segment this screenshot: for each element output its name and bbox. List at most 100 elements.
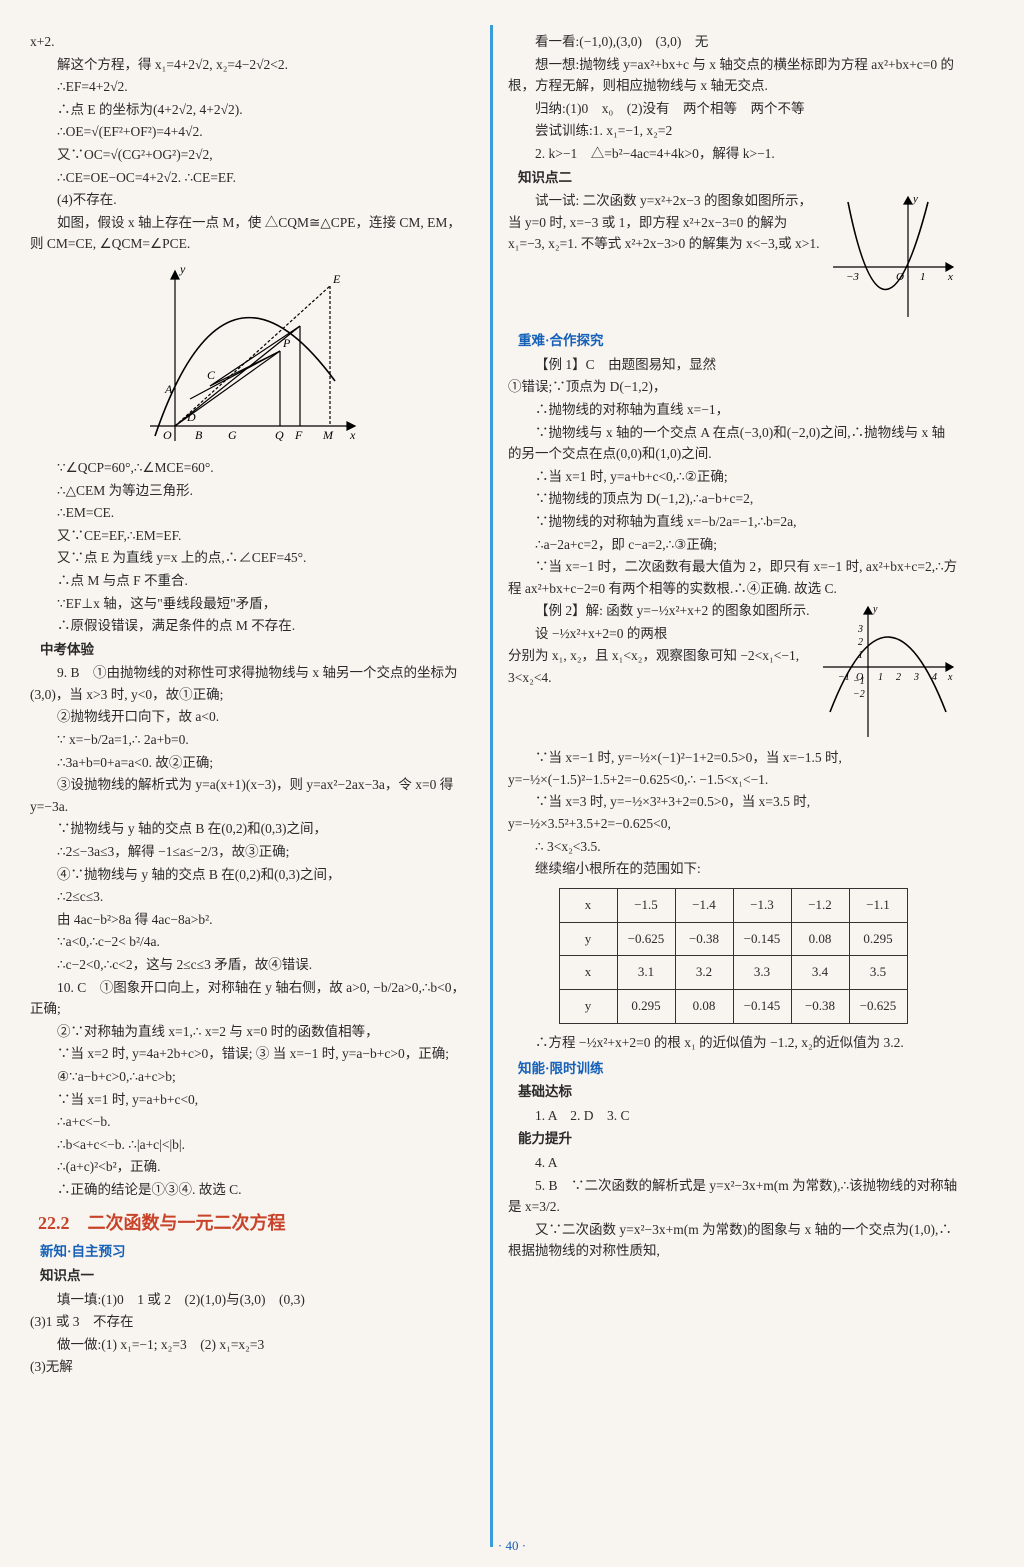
cell: −1.1 [849,888,907,922]
text: ∴c−2<0,∴c<2，这与 2≤c≤3 矛盾，故④错误. [30,954,470,976]
svg-text:−1: −1 [838,672,850,683]
text: ∴2≤c≤3. [30,886,470,908]
text: 尝试训练:1. x₁=−1, x₂=2 [508,120,958,142]
text: 想一想:抛物线 y=ax²+bx+c 与 x 轴交点的横坐标即为方程 ax²+b… [508,54,958,97]
svg-text:x: x [349,428,356,442]
svg-text:D: D [186,410,196,424]
text: (3)无解 [30,1356,470,1378]
cell: x [559,888,617,922]
cell: 0.08 [675,990,733,1024]
cell: 0.08 [791,922,849,956]
svg-text:y: y [872,604,878,615]
heading-blue: 重难·合作探究 [518,330,958,352]
text: ∴点 M 与点 F 不重合. [30,570,470,592]
svg-text:x: x [947,271,953,283]
cell: 0.295 [617,990,675,1024]
text: ∵当 x=−1 时，二次函数有最大值为 2，即只有 x=−1 时, ax²+bx… [508,556,958,599]
text: 如图，假设 x 轴上存在一点 M，使 △CQM≅△CPE，连接 CM, EM，则… [30,212,470,255]
svg-text:P: P [282,336,291,350]
svg-text:B: B [195,428,203,442]
text: ∵∠QCP=60°,∴∠MCE=60°. [30,457,470,479]
text: 填一填:(1)0 1 或 2 (2)(1,0)与(3,0) (0,3) [30,1289,470,1311]
svg-text:Q: Q [275,428,284,442]
cell: y [559,922,617,956]
cell: −0.145 [733,922,791,956]
text: ∵a<0,∴c−2< b²/4a. [30,931,470,953]
text: 看一看:(−1,0),(3,0) (3,0) 无 [508,31,958,53]
text: 4. A [508,1152,958,1174]
svg-text:−2: −2 [853,689,865,700]
text: ∴EM=CE. [30,502,470,524]
text: ∵当 x=−1 时, y=−½×(−1)²−1+2=0.5>0，当 x=−1.5… [508,747,958,790]
text: 又∵OC=√(CG²+OG²)=2√2, [30,144,470,166]
svg-text:3: 3 [857,624,863,635]
svg-text:1: 1 [920,271,926,283]
cell: x [559,956,617,990]
text: 由 4ac−b²>8a 得 4ac−8a>b². [30,909,470,931]
text: ∵抛物线与 y 轴的交点 B 在(0,2)和(0,3)之间， [30,818,470,840]
cell: 0.295 [849,922,907,956]
cell: 3.3 [733,956,791,990]
text: ∵当 x=3 时, y=−½×3²+3+2=0.5>0，当 x=3.5 时, y… [508,791,958,834]
text: 1. A 2. D 3. C [508,1105,958,1127]
text: ∴方程 −½x²+x+2=0 的根 x₁ 的近似值为 −1.2, x₂的近似值为… [508,1032,958,1054]
heading: 基础达标 [518,1081,958,1103]
svg-text:O: O [896,271,904,283]
svg-text:x: x [947,672,953,683]
cell: 3.1 [617,956,675,990]
svg-text:A: A [164,382,173,396]
text: x+2. [30,31,470,53]
cell: 3.2 [675,956,733,990]
text: 归纳:(1)0 x₀ (2)没有 两个相等 两个不等 [508,98,958,120]
figure-parabola-small-1: yx −3O1 [828,192,958,322]
text: 2. k>−1 △=b²−4ac=4+4k>0，解得 k>−1. [508,143,958,165]
svg-text:−1: −1 [853,676,865,687]
text: ∴3a+b=0+a=a<0. 故②正确; [30,752,470,774]
text: ∵抛物线与 x 轴的一个交点 A 在点(−3,0)和(−2,0)之间,∴抛物线与… [508,422,958,465]
text: ∵EF⊥x 轴，这与"垂线段最短"矛盾， [30,593,470,615]
text: 【例 1】C 由题图易知，显然 [508,354,958,376]
svg-text:1: 1 [858,650,863,661]
svg-text:y: y [179,262,186,276]
text: ∴EF=4+2√2. [30,76,470,98]
cell: −1.4 [675,888,733,922]
cell: −0.145 [733,990,791,1024]
text: 做一做:(1) x₁=−1; x₂=3 (2) x₁=x₂=3 [30,1334,470,1356]
cell: −1.3 [733,888,791,922]
text: ∴ 3<x₂<3.5. [508,836,958,858]
svg-text:3: 3 [913,672,919,683]
cell: −0.625 [617,922,675,956]
text: ∴△CEM 为等边三角形. [30,480,470,502]
svg-text:M: M [322,428,334,442]
text: ④∵a−b+c>0,∴a+c>b; [30,1066,470,1088]
text: 5. B ∵二次函数的解析式是 y=x²−3x+m(m 为常数),∴该抛物线的对… [508,1175,958,1218]
svg-text:C: C [207,368,216,382]
heading: 知识点一 [40,1265,470,1287]
text: ∴(a+c)²<b²，正确. [30,1156,470,1178]
text: (4)不存在. [30,189,470,211]
text: ∴OE=√(EF²+OF²)=4+4√2. [30,121,470,143]
text: ∵当 x=2 时, y=4a+2b+c>0，错误; ③ 当 x=−1 时, y=… [30,1043,470,1065]
cell: y [559,990,617,1024]
svg-text:y: y [912,193,918,205]
cell: −0.38 [675,922,733,956]
text: ∴a−2a+c=2，即 c−a=2,∴③正确; [508,534,958,556]
page-number: · 40 · [498,1536,526,1557]
right-column: 看一看:(−1,0),(3,0) (3,0) 无 想一想:抛物线 y=ax²+b… [493,0,983,1567]
data-table: x −1.5 −1.4 −1.3 −1.2 −1.1 y −0.625 −0.3… [559,888,908,1024]
text: ③设抛物线的解析式为 y=a(x+1)(x−3)，则 y=ax²−2ax−3a，… [30,774,470,817]
text: ∴CE=OE−OC=4+2√2. ∴CE=EF. [30,167,470,189]
cell: −0.625 [849,990,907,1024]
text: 解这个方程，得 x₁=4+2√2, x₂=4−2√2<2. [30,54,470,76]
text: ∵ x=−b/2a=1,∴ 2a+b=0. [30,729,470,751]
text: 10. C ①图象开口向上，对称轴在 y 轴右侧，故 a>0, −b/2a>0,… [30,977,470,1020]
svg-text:F: F [294,428,303,442]
text: 又∵点 E 为直线 y=x 上的点,∴∠CEF=45°. [30,547,470,569]
text: ②抛物线开口向下，故 a<0. [30,706,470,728]
text: 继续缩小根所在的范围如下: [508,858,958,880]
text: ∴抛物线的对称轴为直线 x=−1， [508,399,958,421]
left-column: x+2. 解这个方程，得 x₁=4+2√2, x₂=4−2√2<2. ∴EF=4… [0,0,490,1567]
text: ②∵对称轴为直线 x=1,∴ x=2 与 x=0 时的函数值相等， [30,1021,470,1043]
svg-text:1: 1 [878,672,883,683]
cell: 3.4 [791,956,849,990]
